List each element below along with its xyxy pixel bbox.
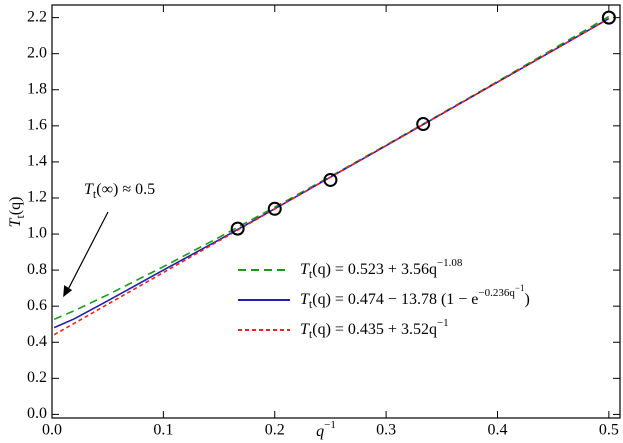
text-part: (∞) ≈ 0.5 xyxy=(96,181,155,198)
y-tick-label: 0.0 xyxy=(27,405,47,422)
data-point xyxy=(267,201,282,216)
annotation-arrow xyxy=(65,211,109,294)
data-point xyxy=(416,117,431,132)
y-axis-label: Tt(q) xyxy=(7,197,27,228)
annotation: Tt(∞) ≈ 0.5 xyxy=(84,181,155,201)
y-tick-label: 1.6 xyxy=(27,117,47,134)
y-tick-label: 0.2 xyxy=(27,369,47,386)
arrow-head xyxy=(63,285,73,298)
text-part: T xyxy=(300,261,310,278)
text-part: (q) xyxy=(7,197,24,216)
y-tick-label: 0.4 xyxy=(27,333,47,350)
series-line xyxy=(53,17,610,336)
y-tick-label: 0.8 xyxy=(27,261,47,278)
text-part: −1 xyxy=(324,419,336,431)
legend-label: Tt(q) = 0.523 + 3.56q−1.08 xyxy=(300,257,463,281)
text-part: (q) = 0.435 + 3.52q xyxy=(312,321,437,338)
y-tick-label: 1.0 xyxy=(27,225,47,242)
x-tick-label: 0.5 xyxy=(599,422,619,439)
text-part: −1 xyxy=(515,283,525,293)
y-tick-label: 0.6 xyxy=(27,297,47,314)
text-part: (q) = 0.474 − 13.78 (1 − e xyxy=(312,291,478,308)
text-part: −1 xyxy=(437,317,449,329)
plot-frame xyxy=(51,4,621,419)
x-tick-label: 0.4 xyxy=(487,422,507,439)
text-part: T xyxy=(300,291,310,308)
x-tick-label: 0.1 xyxy=(153,422,173,439)
text-part: −1.08 xyxy=(437,257,463,269)
text-part: (q) = 0.523 + 3.56q xyxy=(312,261,437,278)
y-tick-label: 2.0 xyxy=(27,44,47,61)
y-tick-label: 1.4 xyxy=(27,153,47,170)
text-part: t xyxy=(309,297,313,311)
legend-label: Tt(q) = 0.474 − 13.78 (1 − e−0.236q−1) xyxy=(300,283,530,311)
text-part: T xyxy=(7,217,24,227)
y-tick-label: 2.2 xyxy=(27,8,47,25)
y-tick-label: 1.2 xyxy=(27,189,47,206)
text-part: t xyxy=(309,267,313,281)
x-tick-label: 0.0 xyxy=(42,422,62,439)
data-point xyxy=(601,10,616,25)
x-tick-label: 0.3 xyxy=(376,422,396,439)
data-point xyxy=(323,172,338,187)
text-part: ) xyxy=(524,291,529,308)
text-part: t xyxy=(93,187,97,201)
y-tick-label: 1.8 xyxy=(27,80,47,97)
x-axis-label: q−1 xyxy=(316,419,336,440)
legend-label: Tt(q) = 0.435 + 3.52q−1 xyxy=(300,317,449,341)
x-tick-label: 0.2 xyxy=(265,422,285,439)
text-part: t xyxy=(13,215,27,219)
text-part: T xyxy=(84,181,94,198)
text-part: −0.236q xyxy=(478,287,515,299)
text-part: T xyxy=(300,321,310,338)
text-part: q xyxy=(316,423,324,440)
text-part: t xyxy=(309,327,313,341)
data-point xyxy=(230,221,245,236)
